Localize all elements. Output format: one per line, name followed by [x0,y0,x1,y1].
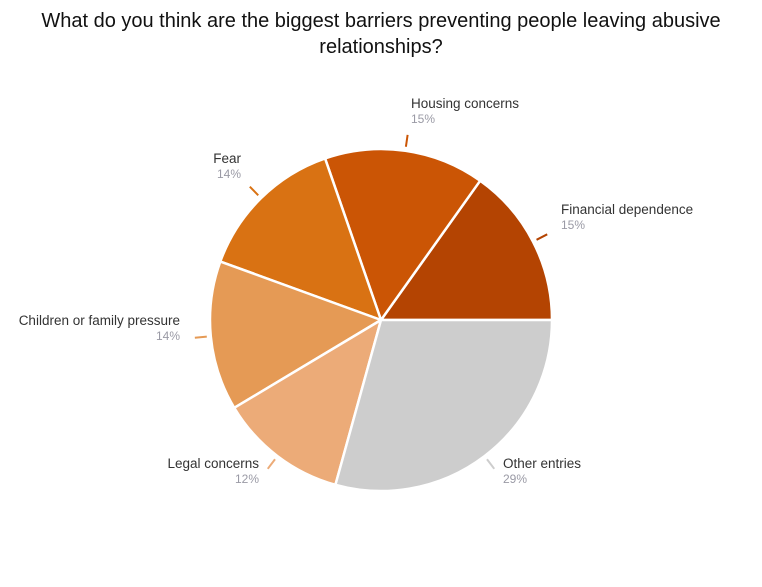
leader-line [404,134,409,147]
slice-percent: 15% [411,112,435,126]
pie-slice-financial-dependence [379,179,554,322]
slice-percent: 15% [561,218,585,232]
slice-percent: 29% [503,472,527,486]
slice-label: Housing concerns [411,96,519,111]
chart-title: What do you think are the biggest barrie… [41,10,721,58]
leader-line [194,335,207,339]
pie-slice-other-entries [334,318,554,493]
leader-line [486,458,496,470]
pie-slice-legal-concerns [233,318,383,487]
slice-label: Legal concerns [167,456,259,471]
slice-label: Other entries [503,456,581,471]
slice-label: Financial dependence [561,202,693,217]
slice-percent: 14% [217,167,241,181]
slice-percent: 12% [235,472,259,486]
leader-line [266,458,276,470]
pie-slice-fear [219,157,383,322]
slice-percent: 14% [156,329,180,343]
slice-label: Children or family pressure [19,313,180,328]
pie-slice-housing-concerns [323,147,482,322]
pie-slice-children-or-family-pressure [208,260,383,410]
leader-line [536,233,548,241]
leader-line [249,186,259,196]
slice-label: Fear [213,151,241,166]
